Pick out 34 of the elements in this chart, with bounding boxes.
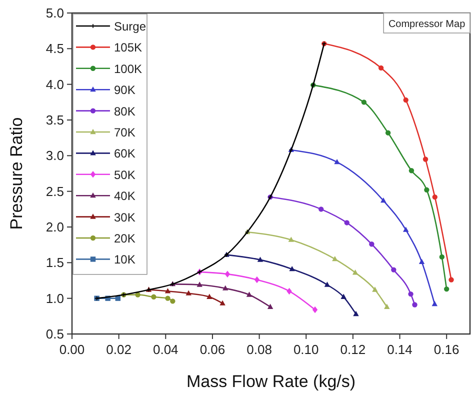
annotation: Compressor Map — [388, 19, 466, 30]
x-tick-label: 0.06 — [200, 342, 226, 357]
y-tick-label: 1.5 — [46, 255, 64, 270]
legend-label: 100K — [114, 62, 142, 76]
legend-label: Surge — [114, 20, 146, 34]
legend-label: 70K — [114, 126, 136, 140]
y-tick-label: 1.0 — [46, 290, 64, 306]
y-tick-label: 2.0 — [46, 220, 64, 234]
y-tick-label: 2.5 — [46, 184, 64, 199]
y-tick-label: 5.0 — [46, 6, 64, 20]
x-tick-label: 0.08 — [246, 342, 272, 357]
x-tick-label: 0.00 — [59, 342, 85, 357]
x-tick-label: 0.14 — [387, 342, 412, 357]
y-tick-label: 0.5 — [46, 326, 64, 342]
legend-label: 30K — [114, 210, 136, 224]
legend-label: 20K — [114, 232, 136, 246]
legend-label: 10K — [114, 252, 136, 267]
y-axis-title: Pressure Ratio — [7, 117, 26, 230]
y-tick-label: 3.0 — [46, 148, 64, 164]
legend-label: 60K — [114, 146, 136, 161]
x-tick-label: 0.04 — [152, 342, 178, 357]
y-tick-label: 3.5 — [46, 112, 64, 128]
legend-label: 80K — [114, 104, 136, 118]
x-axis-title: Mass Flow Rate (kg/s) — [186, 372, 356, 391]
legend-label: 105K — [114, 40, 142, 55]
legend-label: 40K — [114, 189, 136, 204]
legend-label: 90K — [114, 83, 136, 98]
x-tick-label: 0.12 — [340, 342, 366, 357]
x-tick-label: 0.16 — [434, 342, 460, 357]
x-tick-label: 0.10 — [293, 342, 319, 357]
y-tick-label: 4.0 — [46, 76, 64, 92]
legend-label: 50K — [114, 168, 136, 182]
x-tick-label: 0.02 — [106, 342, 132, 357]
y-tick-label: 4.5 — [46, 41, 64, 56]
